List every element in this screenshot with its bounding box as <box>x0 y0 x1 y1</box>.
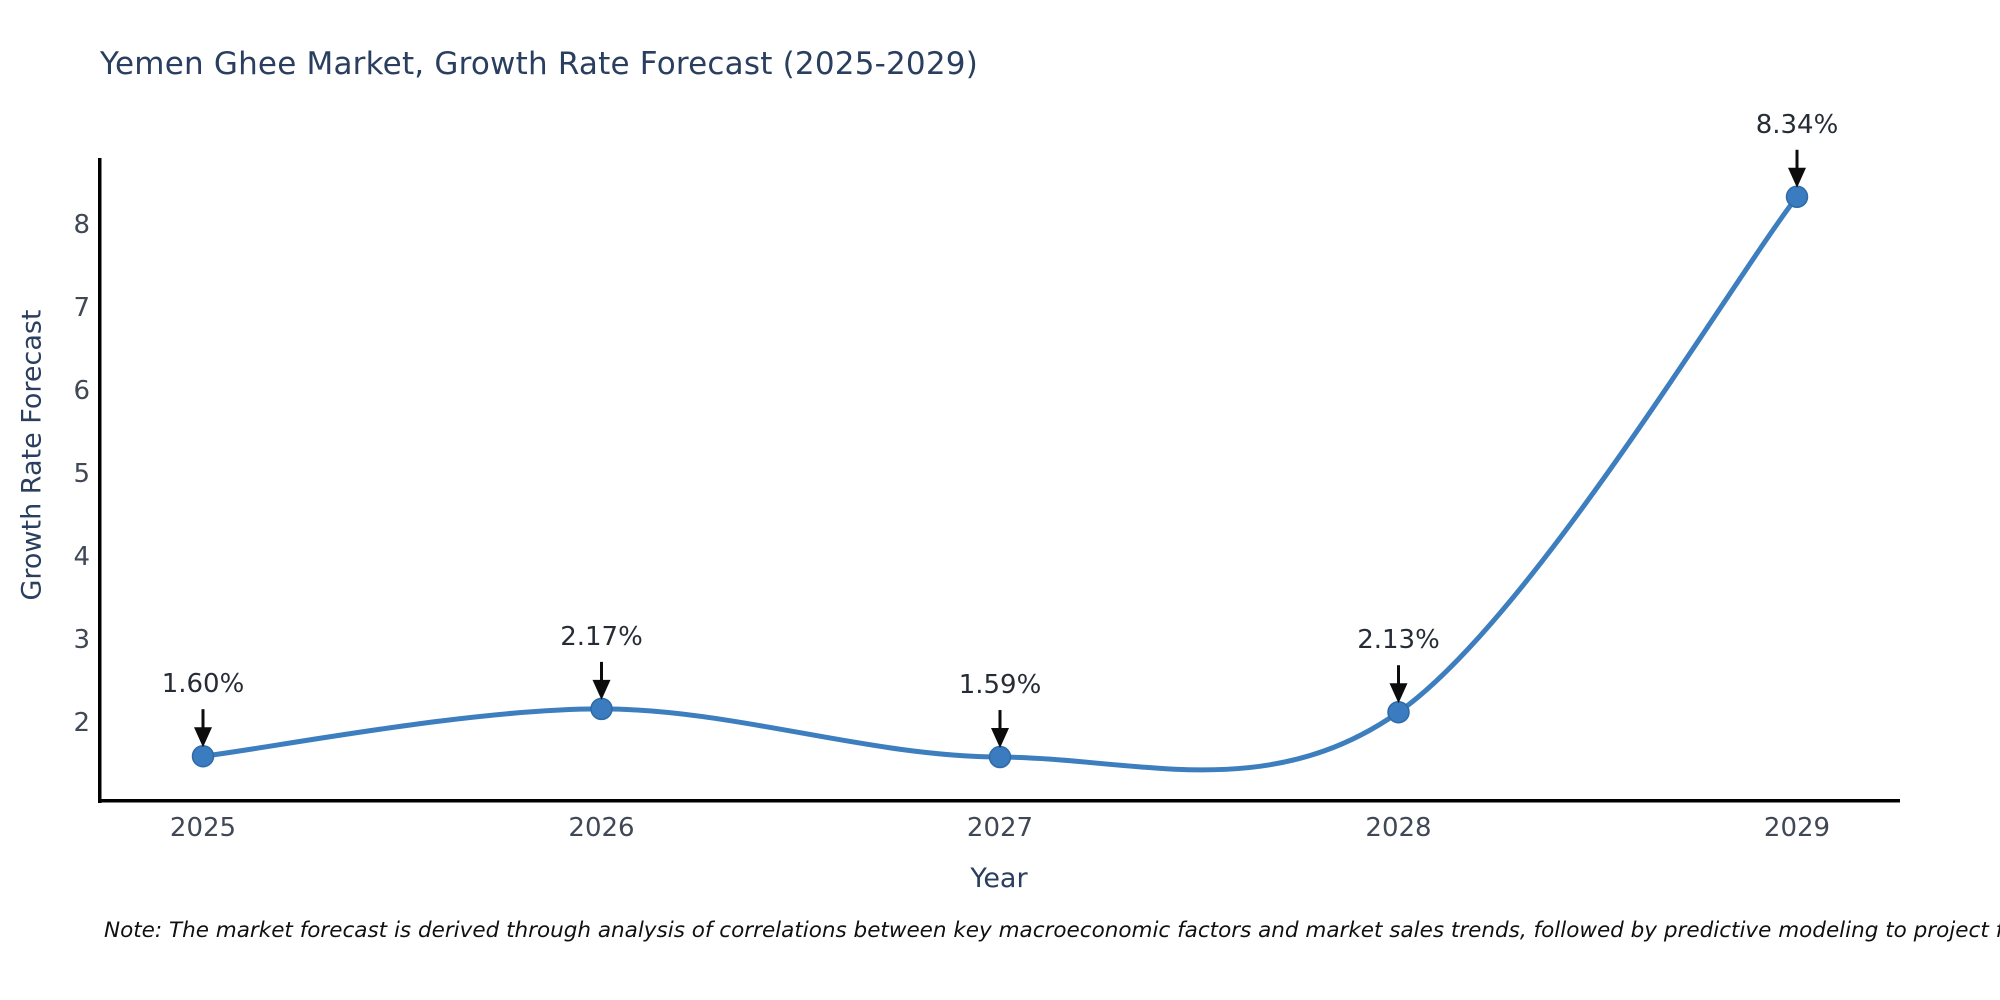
annotation-arrowhead <box>1788 167 1806 188</box>
chart-title: Yemen Ghee Market, Growth Rate Forecast … <box>100 46 978 82</box>
data-point-marker <box>590 697 613 721</box>
annotation-arrowhead <box>194 727 212 748</box>
footnote: Note: The market forecast is derived thr… <box>104 918 2000 943</box>
x-tick-label: 2025 <box>169 813 237 843</box>
annotation-arrowhead <box>1389 683 1408 704</box>
forecast-line <box>200 194 1800 773</box>
y-tick-label: 2 <box>73 708 90 738</box>
point-annotation: 1.60% <box>161 669 245 700</box>
y-tick-label: 5 <box>73 459 90 489</box>
x-tick-label: 2028 <box>1365 813 1432 843</box>
x-tick-label: 2027 <box>966 813 1034 843</box>
y-tick-label: 3 <box>73 625 90 655</box>
y-tick-label: 6 <box>73 376 90 406</box>
y-tick-label: 8 <box>73 210 90 240</box>
point-annotation: 1.59% <box>958 670 1042 701</box>
point-annotation: 2.17% <box>560 621 643 652</box>
data-point-marker <box>191 744 215 768</box>
point-annotation: 8.34% <box>1755 109 1839 140</box>
x-tick-label: 2026 <box>568 813 635 843</box>
annotation-arrowhead <box>991 728 1009 749</box>
y-tick-label: 4 <box>73 542 90 572</box>
point-annotation: 2.13% <box>1357 625 1440 656</box>
x-tick-label: 2029 <box>1763 813 1831 843</box>
data-point-marker <box>988 745 1012 769</box>
annotation-arrowhead <box>592 679 611 700</box>
x-axis-spine <box>98 799 1900 803</box>
data-point-marker <box>1387 700 1410 724</box>
y-axis-spine <box>98 158 102 803</box>
x-axis-title: Year <box>970 863 1028 894</box>
data-point-marker <box>1785 185 1809 209</box>
y-tick-label: 7 <box>73 293 90 323</box>
